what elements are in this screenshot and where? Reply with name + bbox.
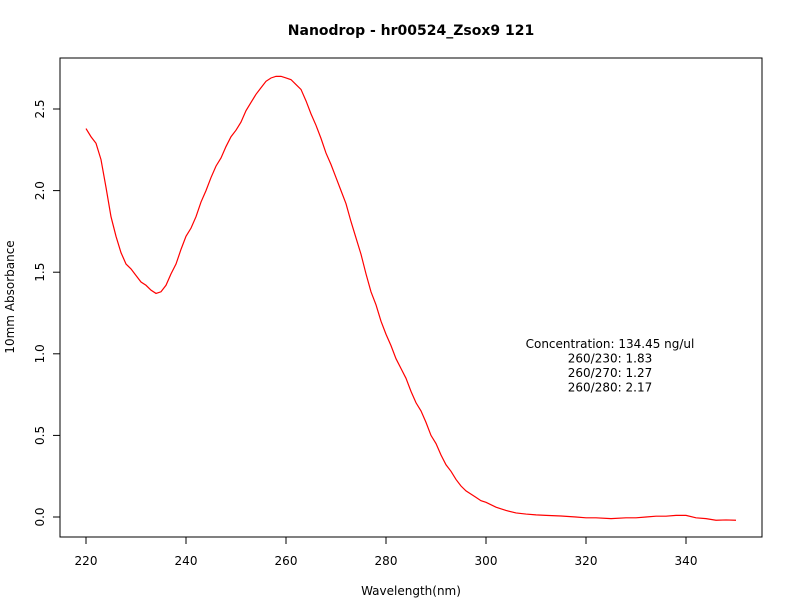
annotation: 260/230: 1.83 bbox=[568, 352, 652, 366]
annotation: Concentration: 134.45 ng/ul bbox=[526, 337, 695, 351]
spectrum-line bbox=[85, 75, 737, 521]
y-tick-label: 1.0 bbox=[33, 344, 47, 363]
y-axis-label: 10mm Absorbance bbox=[3, 240, 17, 353]
x-tick-label: 260 bbox=[275, 554, 298, 568]
y-tick-label: 0.0 bbox=[33, 507, 47, 526]
x-tick-label: 220 bbox=[75, 554, 98, 568]
x-tick-label: 240 bbox=[175, 554, 198, 568]
y-tick-label: 0.5 bbox=[33, 426, 47, 445]
x-axis-label: Wavelength(nm) bbox=[361, 584, 461, 598]
y-tick-label: 2.0 bbox=[33, 181, 47, 200]
y-tick-label: 2.5 bbox=[33, 99, 47, 118]
x-tick-label: 320 bbox=[575, 554, 598, 568]
x-tick-label: 340 bbox=[675, 554, 698, 568]
plot-frame bbox=[59, 57, 763, 538]
chart-title: Nanodrop - hr00524_Zsox9 121 bbox=[288, 23, 534, 39]
x-tick-label: 300 bbox=[475, 554, 498, 568]
y-tick-label: 1.5 bbox=[33, 263, 47, 282]
annotation: 260/270: 1.27 bbox=[568, 366, 652, 380]
x-tick-label: 280 bbox=[375, 554, 398, 568]
annotation: 260/280: 2.17 bbox=[568, 381, 652, 395]
